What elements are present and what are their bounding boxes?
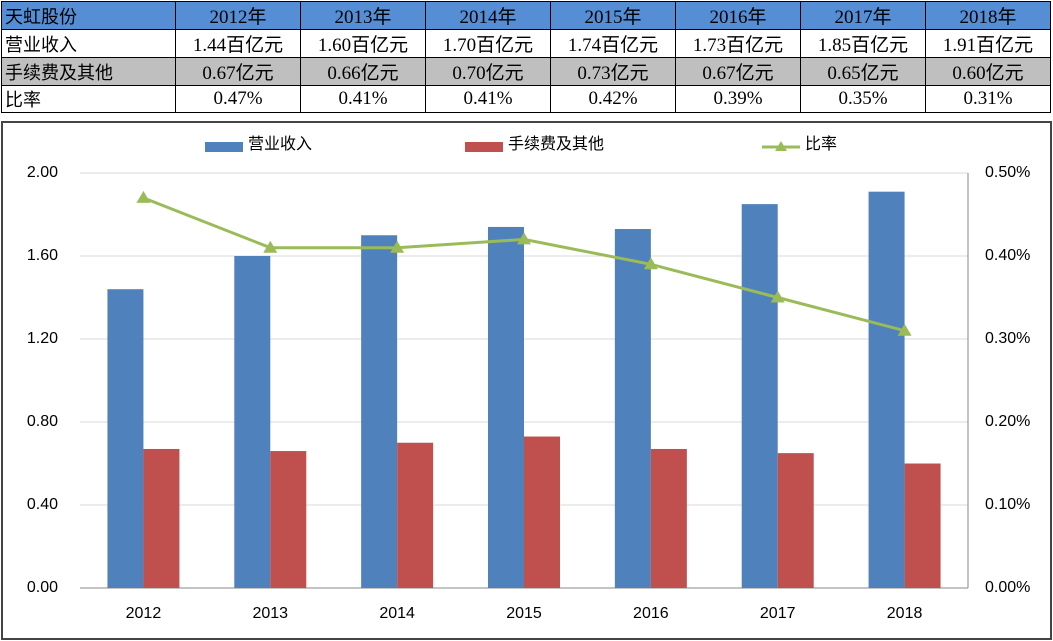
y2-tick-label: 0.50%: [985, 164, 1030, 181]
bar: [777, 453, 814, 588]
legend-swatch: [465, 142, 503, 152]
table-cell: 2017年: [800, 1, 926, 30]
bar: [488, 226, 524, 588]
legend-swatch: [205, 142, 243, 152]
bar: [904, 463, 941, 588]
table-cell: 1.44百亿元: [175, 29, 301, 58]
table-cell: 0.41%: [300, 85, 426, 113]
table-cell: 0.66亿元: [300, 57, 426, 86]
table-cell: 1.91百亿元: [925, 29, 1051, 58]
table-row: 营业收入 1.44百亿元 1.60百亿元 1.70百亿元 1.74百亿元 1.73百亿元 1…: [1, 29, 1051, 58]
y-tick-label: 0.80: [27, 413, 58, 430]
table-row: 天虹股份 2012年 2013年 2014年 2015年 2016年 2017年 2018年: [1, 1, 1051, 30]
table-row: 比率 0.47% 0.41% 0.41% 0.42% 0.39% 0.35% 0.31%: [1, 85, 1051, 113]
table-body: 天虹股份 2012年 2013年 2014年 2015年 2016年 2017年 2018年营…: [1, 1, 1051, 113]
table-cell: 1.60百亿元: [300, 29, 426, 58]
chart: 0.00 0.40 0.80 1.20 1.60 2.00 0.00% 0.10% 0.20% 0…: [1, 121, 1052, 640]
table-cell: 0.39%: [675, 85, 801, 113]
line-marker: [897, 323, 912, 336]
table-cell: 2013年: [300, 1, 426, 30]
table-cell: 2012年: [175, 1, 301, 30]
table-cell: 比率: [1, 85, 176, 113]
table-cell: 0.31%: [925, 85, 1051, 113]
line-marker: [643, 257, 658, 270]
bar: [234, 256, 271, 588]
y2-tick-label: 0.30%: [985, 330, 1030, 347]
y-tick-label: 0.40: [27, 496, 58, 513]
table-cell: 1.85百亿元: [800, 29, 926, 58]
legend-label: 比率: [805, 135, 837, 153]
y-tick-label: 1.20: [27, 330, 58, 347]
line-marker: [517, 232, 531, 245]
table-cell: 2016年: [675, 1, 801, 30]
x-tick-label: 2018: [887, 605, 923, 622]
y2-tick-label: 0.20%: [985, 413, 1030, 430]
bar: [650, 448, 687, 588]
table-cell: 营业收入: [1, 29, 176, 58]
table-cell: 天虹股份: [1, 1, 176, 30]
y-tick-label: 2.00: [27, 164, 58, 181]
table-cell: 2014年: [425, 1, 551, 30]
table-cell: 0.65亿元: [800, 57, 926, 86]
x-tick-label: 2013: [252, 605, 288, 622]
y-tick-label: 1.60: [27, 247, 58, 264]
table-cell: 0.42%: [550, 85, 676, 113]
legend-marker: [775, 141, 787, 151]
y-tick-label: 0.00: [27, 579, 58, 596]
table-cell: 0.35%: [800, 85, 926, 113]
line-marker: [390, 240, 405, 253]
bar: [614, 229, 651, 588]
table-cell: 0.67亿元: [675, 57, 801, 86]
bar: [270, 451, 307, 588]
y2-tick-label: 0.10%: [985, 496, 1030, 513]
bar: [868, 191, 905, 589]
table-cell: 2018年: [925, 1, 1051, 30]
bar: [361, 235, 398, 588]
table-cell: 2015年: [550, 1, 676, 30]
x-tick-label: 2016: [633, 605, 669, 622]
line-marker: [770, 290, 785, 303]
table-cell: 1.73百亿元: [675, 29, 801, 58]
data-table: 天虹股份 2012年 2013年 2014年 2015年 2016年 2017年 2018年营…: [1, 1, 1051, 113]
bar: [107, 289, 144, 588]
table-cell: 手续费及其他: [1, 57, 176, 86]
legend-label: 手续费及其他: [508, 135, 604, 153]
bar: [524, 436, 560, 588]
table-row: 手续费及其他 0.67亿元 0.66亿元 0.70亿元 0.73亿元 0.67亿元 0.65…: [1, 57, 1051, 86]
bar: [397, 442, 434, 588]
table-cell: 0.67亿元: [175, 57, 301, 86]
x-tick-label: 2012: [126, 605, 162, 622]
x-tick-label: 2017: [760, 605, 796, 622]
bar: [741, 204, 778, 588]
bar: [143, 448, 180, 588]
table-cell: 1.74百亿元: [550, 29, 676, 58]
line-marker: [136, 190, 151, 203]
table-cell: 0.70亿元: [425, 57, 551, 86]
table-cell: 0.73亿元: [550, 57, 676, 86]
table-cell: 0.47%: [175, 85, 301, 113]
y2-tick-label: 0.00%: [985, 579, 1030, 596]
line-marker: [263, 240, 278, 253]
table-cell: 1.70百亿元: [425, 29, 551, 58]
table-cell: 0.60亿元: [925, 57, 1051, 86]
x-tick-label: 2014: [379, 605, 415, 622]
table-cell: 0.41%: [425, 85, 551, 113]
x-tick-label: 2015: [506, 605, 542, 622]
legend-label: 营业收入: [248, 135, 312, 153]
y2-tick-label: 0.40%: [985, 247, 1030, 264]
